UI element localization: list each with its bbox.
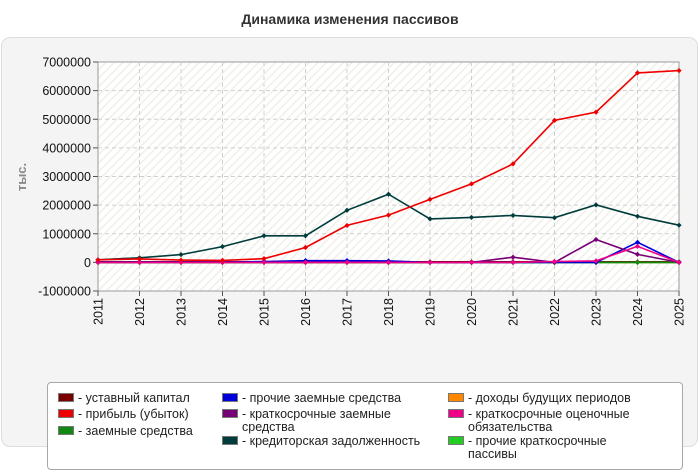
data-point [427,216,433,222]
data-point [427,196,433,202]
x-tick-label: 2013 [175,298,189,326]
data-point [261,233,267,239]
data-point [427,259,433,265]
data-point [593,109,599,115]
legend-swatch [222,393,238,402]
data-point [634,70,641,76]
data-point [302,259,309,265]
data-point [261,256,267,262]
data-point [634,213,641,219]
data-point [468,259,475,265]
data-point [634,239,641,245]
legend-label: - прочие заемные средства [242,391,402,405]
legend-label: - краткосрочные оценочные обязательства [468,407,630,434]
data-point [385,191,392,197]
data-point [634,259,641,265]
y-tick-label: 6000000 [42,84,91,98]
legend-swatch [58,426,74,435]
legend-swatch [58,393,74,402]
x-tick-label: 2018 [382,298,396,326]
x-tick-label: 2019 [424,298,438,326]
data-point [676,259,682,265]
data-point [344,259,350,265]
legend-swatch [448,393,464,402]
data-point [136,256,143,262]
legend: - уставный капитал - прибыль (убыток) - за… [47,382,683,470]
legend-swatch [58,409,74,418]
x-tick-label: 2016 [299,298,313,326]
y-tick-label: 5000000 [42,113,91,127]
data-point [510,161,516,167]
x-tick-label: 2011 [92,298,106,325]
series [95,67,682,265]
y-tick-label: -1000000 [38,285,91,299]
data-point [551,215,558,221]
legend-label: - доходы будущих периодов [468,391,631,405]
data-point [302,244,309,251]
x-tick-label: 2012 [133,298,147,326]
y-tick-label: 3000000 [42,170,91,184]
data-point [551,258,558,265]
data-point [468,214,475,221]
x-tick-label: 2015 [258,298,272,326]
legend-label: - прочие краткосрочные пассивы [468,434,607,461]
data-point [385,212,392,218]
data-point [468,181,475,187]
chart-title: Динамика изменения пассивов [241,11,459,27]
data-point [510,212,516,219]
data-point [676,222,682,228]
legend-swatch [448,409,464,418]
legend-label: - краткосрочные заемные средства [242,407,391,434]
data-point [510,254,516,260]
x-tick-label: 2017 [341,298,355,326]
data-point [593,202,599,208]
data-point [634,251,641,257]
x-tick-label: 2022 [548,298,562,326]
plot-svg: 7000000 6000000 5000000 4000000 3000000 20000… [14,56,687,326]
legend-label: - заемные средства [78,424,193,438]
y-tick-label: 4000000 [42,141,91,155]
legend-swatch [222,409,238,418]
data-point [136,259,143,265]
data-point [302,233,309,239]
y-axis-label: тыс. [14,163,29,191]
data-point [676,67,682,74]
y-tick-label: 7000000 [42,56,91,70]
data-point [634,243,641,249]
y-tick-label: 1000000 [42,227,91,241]
legend-label: - уставный капитал [78,391,190,405]
chart-panel: 7000000 6000000 5000000 4000000 3000000 20000… [1,37,698,470]
legend-swatch [448,436,464,445]
x-tick-label: 2025 [673,298,687,326]
legend-label: - прибыль (убыток) [78,407,189,421]
axes: 7000000 6000000 5000000 4000000 3000000 20000… [38,56,686,326]
data-point [219,244,226,250]
y-tick-label: 2000000 [42,199,91,213]
x-tick-label: 2021 [507,298,521,326]
y-tick-label: 0 [84,256,91,270]
legend-swatch [222,436,238,445]
x-tick-label: 2023 [590,298,604,326]
x-tick-label: 2014 [216,298,230,326]
data-point [385,259,392,265]
data-point [344,207,350,213]
data-point [551,117,558,123]
data-point [178,252,184,258]
x-tick-label: 2020 [465,298,479,326]
data-point [261,259,267,265]
data-point [593,236,599,243]
data-point [510,259,516,265]
x-tick-label: 2024 [631,298,645,326]
legend-label: - кредиторская задолженность [242,434,421,448]
data-point [344,222,350,229]
